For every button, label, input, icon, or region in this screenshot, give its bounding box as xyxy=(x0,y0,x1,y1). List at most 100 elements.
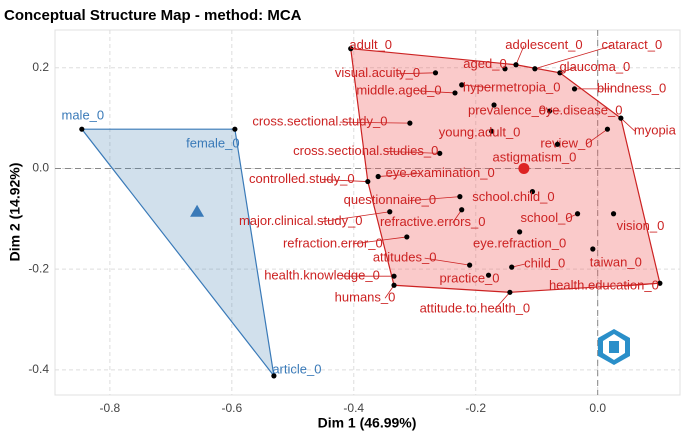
point-label: female_0 xyxy=(186,136,239,151)
point xyxy=(604,126,611,132)
leader-line xyxy=(623,282,660,287)
point-label: adolescent_0 xyxy=(505,37,582,52)
leader-line xyxy=(461,84,492,89)
point-label: questionnaire_0 xyxy=(344,192,437,207)
point-label: hypermetropia_0 xyxy=(463,79,561,94)
leader-line xyxy=(339,121,410,124)
logo xyxy=(598,329,630,365)
x-tick-label: -0.4 xyxy=(343,401,364,415)
leader-line xyxy=(452,209,463,223)
point-label: school.child_0 xyxy=(472,189,554,204)
point xyxy=(387,209,393,215)
point xyxy=(457,194,463,200)
leader-line xyxy=(320,211,390,223)
centroid xyxy=(518,162,530,174)
y-axis-label: Dim 2 (14.92%) xyxy=(7,163,23,262)
leader-line xyxy=(397,72,436,75)
point-label: health.education_0 xyxy=(549,278,659,293)
point-label: prevalence_0 xyxy=(468,102,546,117)
point-label: middle.aged_0 xyxy=(356,82,441,97)
leader-line xyxy=(321,179,368,182)
point-label: school_0 xyxy=(521,210,573,225)
point xyxy=(532,66,538,72)
point xyxy=(590,246,596,252)
point-label: article_0 xyxy=(272,361,321,376)
point xyxy=(488,128,495,134)
leader-line xyxy=(384,285,395,299)
leader-line xyxy=(409,196,460,202)
point-label: eye.disease_0 xyxy=(539,102,623,117)
point-label: young.adult_0 xyxy=(439,125,521,140)
point-label: vision_0 xyxy=(617,218,665,233)
y-tick-label: 0.2 xyxy=(32,60,49,74)
point xyxy=(491,102,497,108)
point xyxy=(571,86,578,92)
point-label: practice_0 xyxy=(440,271,500,286)
point xyxy=(554,141,561,147)
point-label: cross.sectional.study_0 xyxy=(252,114,387,129)
point-label: myopia xyxy=(634,123,677,138)
point xyxy=(348,46,354,52)
point xyxy=(391,273,397,279)
point-label: glaucoma_0 xyxy=(559,59,630,74)
point-label: adult_0 xyxy=(349,37,392,52)
point-label: attitudes_0 xyxy=(373,250,437,265)
point-label: cross.sectional.studies_0 xyxy=(293,143,438,158)
point-label: astigmatism_0 xyxy=(493,150,577,165)
leader-line xyxy=(352,236,407,245)
point xyxy=(657,280,663,286)
cluster-hull xyxy=(80,128,275,377)
leader-line xyxy=(385,150,440,154)
x-tick-label: -0.2 xyxy=(465,401,486,415)
point xyxy=(365,178,371,185)
point-label: taiwan_0 xyxy=(590,254,642,269)
point xyxy=(557,70,563,76)
leader-line xyxy=(534,45,612,70)
point xyxy=(507,289,513,295)
point-label: major.clinical.study_0 xyxy=(239,213,363,228)
point xyxy=(404,234,410,240)
leader-line xyxy=(494,292,511,310)
point xyxy=(618,115,624,121)
point-label: health.knowledge_0 xyxy=(264,268,380,283)
x-tick-label: -0.8 xyxy=(100,401,121,415)
leader-line xyxy=(559,67,576,74)
leader-line xyxy=(424,257,470,266)
point xyxy=(610,211,617,217)
point xyxy=(452,90,458,96)
point xyxy=(509,264,515,270)
point xyxy=(432,70,439,76)
centroid xyxy=(190,204,205,217)
leader-line xyxy=(586,128,608,145)
point-label: eye.refraction_0 xyxy=(473,235,566,250)
point xyxy=(529,189,536,195)
point-label: controlled.study_0 xyxy=(249,171,355,186)
point xyxy=(485,272,492,278)
point xyxy=(375,173,381,180)
point xyxy=(574,211,581,217)
point xyxy=(517,229,523,235)
point-label: refractive.errors_0 xyxy=(380,214,485,229)
y-tick-label: -0.2 xyxy=(28,261,49,275)
point-label: visual.acuity_0 xyxy=(335,65,420,80)
point xyxy=(502,66,508,72)
chart-title: Conceptual Structure Map - method: MCA xyxy=(4,7,302,24)
point-label: eye.examination_0 xyxy=(386,165,495,180)
x-axis-label: Dim 1 (46.99%) xyxy=(318,415,417,431)
point-label: attitude.to.health_0 xyxy=(420,301,531,316)
point xyxy=(232,126,238,132)
point xyxy=(513,62,519,68)
point-label: aged_0 xyxy=(463,56,506,71)
point xyxy=(79,126,85,132)
point-label: male_0 xyxy=(62,108,105,123)
leader-line xyxy=(378,173,421,177)
point xyxy=(467,262,473,268)
point-label: child_0 xyxy=(524,256,565,271)
y-tick-label: -0.4 xyxy=(28,362,49,376)
point xyxy=(407,120,413,126)
point xyxy=(459,82,465,88)
point xyxy=(391,282,397,288)
point-label: refraction.error_0 xyxy=(283,235,383,250)
point xyxy=(546,108,553,114)
